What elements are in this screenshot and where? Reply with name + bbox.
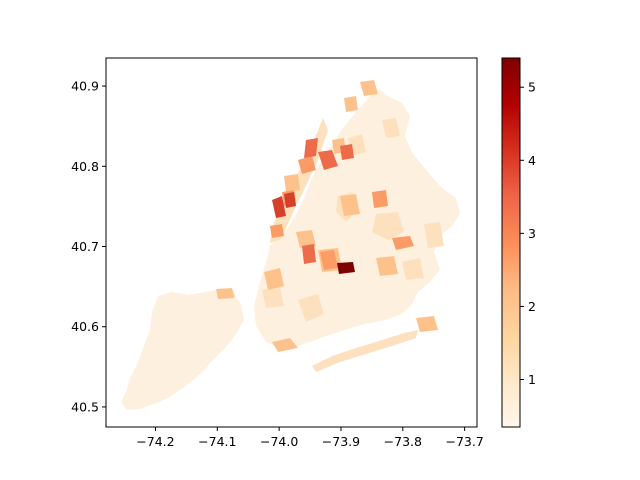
region-district bbox=[284, 174, 300, 192]
y-tick-label: 40.5 bbox=[71, 399, 99, 414]
region-district bbox=[376, 256, 398, 276]
map-regions bbox=[121, 80, 460, 410]
region-district bbox=[304, 138, 318, 158]
region-district bbox=[270, 224, 284, 238]
map-axes-frame bbox=[105, 57, 478, 428]
colorbar-tick-label: 1 bbox=[528, 372, 536, 387]
region-district bbox=[262, 286, 284, 308]
region-staten-island bbox=[121, 289, 244, 410]
region-district bbox=[402, 258, 424, 280]
region-district bbox=[284, 192, 296, 208]
region-district bbox=[344, 96, 358, 112]
x-tick-label: −74.0 bbox=[260, 434, 298, 449]
region-main-body bbox=[254, 89, 460, 348]
region-district bbox=[424, 222, 444, 248]
x-tick-label: −74.2 bbox=[136, 434, 174, 449]
region-district bbox=[392, 236, 414, 250]
region-district bbox=[264, 268, 284, 290]
region-district bbox=[382, 118, 400, 138]
x-tick-label: −73.7 bbox=[445, 434, 483, 449]
y-axis-ticks: 40.5 40.6 40.7 40.8 40.9 bbox=[71, 79, 106, 414]
y-tick-label: 40.6 bbox=[71, 319, 99, 334]
region-district bbox=[298, 294, 324, 322]
colorbar: 1 2 3 4 5 bbox=[501, 57, 536, 428]
region-district bbox=[302, 244, 316, 264]
region-district bbox=[272, 338, 298, 352]
colorbar-tick-label: 5 bbox=[528, 80, 536, 95]
region-district bbox=[372, 190, 388, 208]
region-district bbox=[320, 250, 338, 270]
y-tick-label: 40.9 bbox=[71, 79, 99, 94]
region-district bbox=[416, 316, 438, 332]
colorbar-ticks: 1 2 3 4 5 bbox=[520, 80, 536, 387]
region-district-max bbox=[337, 262, 355, 274]
region-district bbox=[272, 196, 286, 218]
region-district bbox=[318, 150, 338, 170]
region-district bbox=[340, 194, 360, 216]
region-district bbox=[360, 80, 378, 96]
region-district bbox=[340, 144, 354, 160]
colorbar-gradient bbox=[502, 58, 520, 427]
colorbar-tick-label: 3 bbox=[528, 226, 536, 241]
colorbar-tick-label: 4 bbox=[528, 153, 536, 168]
x-tick-label: −73.9 bbox=[322, 434, 360, 449]
y-tick-label: 40.8 bbox=[71, 159, 99, 174]
x-tick-label: −74.1 bbox=[198, 434, 236, 449]
region-district bbox=[296, 230, 316, 248]
region-rockaways bbox=[312, 330, 418, 372]
region-district bbox=[216, 288, 234, 299]
colorbar-tick-label: 2 bbox=[528, 299, 536, 314]
region-district bbox=[372, 212, 404, 240]
y-tick-label: 40.7 bbox=[71, 239, 99, 254]
colorbar-frame bbox=[501, 57, 521, 428]
x-tick-label: −73.8 bbox=[384, 434, 422, 449]
region-district bbox=[298, 156, 316, 174]
x-axis-ticks: −74.2 −74.1 −74.0 −73.9 −73.8 −73.7 bbox=[136, 427, 484, 449]
